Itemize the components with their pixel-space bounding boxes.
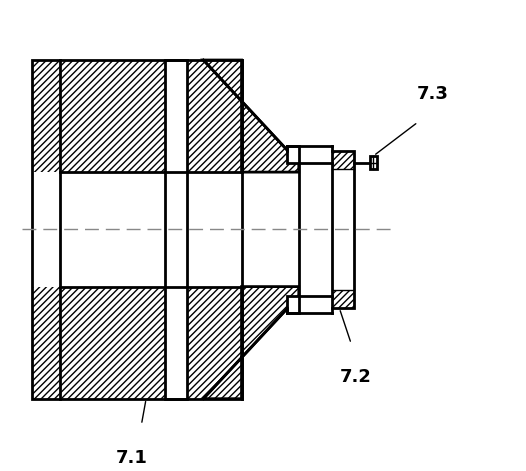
Polygon shape [332,290,353,308]
Bar [332,151,353,308]
Polygon shape [332,151,353,169]
Polygon shape [165,60,187,172]
Text: 7.3: 7.3 [417,85,448,103]
Text: 7.2: 7.2 [340,368,372,386]
Bar [32,60,241,399]
Polygon shape [32,287,241,399]
Bar [32,60,241,399]
Polygon shape [204,60,299,172]
Bar [165,60,187,399]
Polygon shape [32,60,241,172]
Polygon shape [204,287,299,399]
Bar [287,146,299,162]
Bar [287,296,299,313]
Bar [370,156,377,169]
Text: 7.1: 7.1 [116,449,148,467]
Polygon shape [165,287,187,399]
Bar [332,151,353,308]
